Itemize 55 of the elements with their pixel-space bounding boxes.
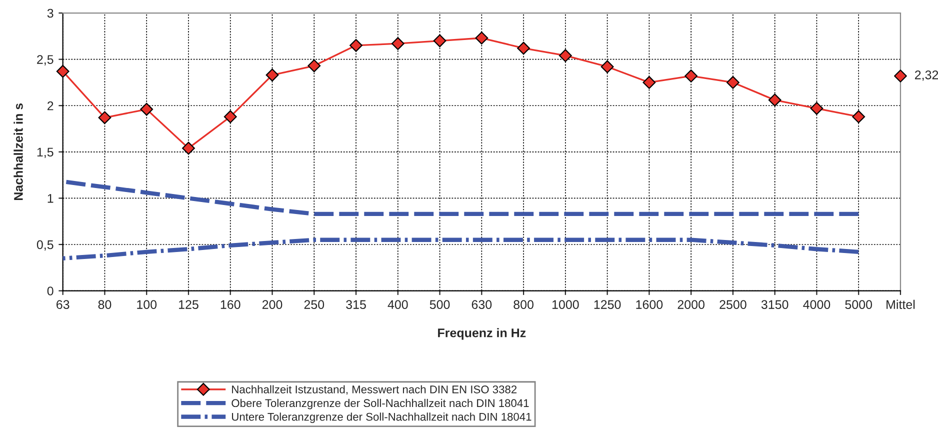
y-axis-title: Nachhallzeit in s: [14, 103, 23, 200]
x-axis-title: Frequenz in Hz: [438, 328, 526, 340]
y-tick-label: 3: [47, 8, 54, 18]
point: [308, 59, 321, 72]
x-tick-label: 400: [388, 300, 408, 309]
legend-label: Untere Toleranzgrenze der Soll-Nachhallzeit nach DIN 18041: [232, 412, 532, 423]
point: [558, 49, 572, 62]
point: [182, 142, 195, 155]
x-tick-label: 315: [346, 300, 366, 309]
x-tick-label: 1600: [636, 300, 663, 309]
point: [642, 76, 656, 89]
x-tick-label: 800: [514, 300, 534, 309]
x-tick-label: 2000: [678, 300, 704, 309]
x-tick-label: 125: [179, 300, 198, 309]
y-tick-label: 2: [47, 101, 54, 110]
x-tick-label: 100: [137, 300, 157, 309]
x-tick-label: 2500: [720, 300, 746, 309]
point: [140, 102, 154, 116]
y-tick-label: 0: [47, 286, 54, 296]
point: [517, 42, 530, 55]
point: [894, 70, 907, 82]
x-tick-label: 160: [220, 300, 240, 309]
point: [852, 110, 866, 124]
point: [810, 102, 824, 115]
x-tick-label: 63: [56, 300, 70, 309]
point: [266, 68, 279, 82]
x-tick-label: Mittel: [886, 300, 915, 309]
x-tick-label: 1000: [552, 300, 579, 309]
point: [224, 110, 237, 124]
x-tick-label: 80: [98, 300, 112, 309]
x-tick-label: 4000: [803, 300, 830, 309]
point: [768, 94, 782, 106]
point: [350, 38, 362, 52]
x-tick-label: 5000: [845, 300, 872, 309]
point: [98, 111, 112, 124]
point: [726, 76, 740, 89]
legend-label: Obere Toleranzgrenze der Soll-Nachhallzeit nach DIN 18041: [232, 398, 529, 410]
x-tick-label: 200: [262, 300, 282, 309]
y-tick-label: 1: [48, 194, 54, 203]
point: [684, 70, 698, 82]
y-tick-label: 0,5: [36, 240, 54, 251]
point: [391, 37, 404, 50]
x-tick-label: 250: [304, 300, 324, 309]
point: [475, 32, 488, 44]
point: [56, 64, 70, 78]
x-tick-label: 630: [472, 300, 492, 309]
data-label: 2,32: [915, 70, 938, 81]
legend-label: Nachhallzeit Istzustand, Messwert nach DIN EN ISO 3382: [232, 385, 517, 395]
point: [433, 34, 446, 48]
y-tick-label: 1,5: [37, 148, 54, 158]
x-tick-label: 3150: [761, 300, 788, 309]
point: [600, 60, 614, 74]
y-tick-label: 2,5: [37, 55, 54, 66]
x-tick-label: 1250: [594, 300, 621, 309]
x-tick-label: 500: [430, 300, 450, 309]
